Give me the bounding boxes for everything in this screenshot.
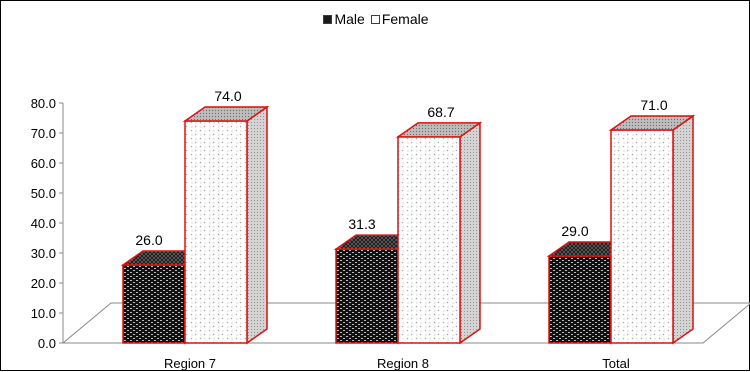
legend-swatch-female <box>370 14 380 24</box>
data-label-female: 68.7 <box>427 104 454 120</box>
legend-item-male: Male <box>323 11 365 27</box>
bar-female-top <box>395 122 483 138</box>
y-tick-label: 0.0 <box>38 336 56 351</box>
bar-male <box>122 264 186 344</box>
y-tick-label: 10.0 <box>31 306 56 321</box>
axis-layer: 0.0 10.0 20.0 30.0 40.0 50.0 60.0 70.0 80.0 <box>31 96 64 351</box>
data-label-male: 31.3 <box>348 216 375 232</box>
x-category-label: Region 8 <box>377 356 429 371</box>
y-tick-label: 30.0 <box>31 246 56 261</box>
legend-swatch-male <box>323 14 333 24</box>
bar-female <box>397 136 461 344</box>
y-tick-label: 20.0 <box>31 276 56 291</box>
bar-male <box>335 248 399 344</box>
bar-female <box>184 120 248 344</box>
legend-label-female: Female <box>381 11 429 27</box>
bar-female-side <box>672 114 694 345</box>
legend-item-female: Female <box>370 11 429 27</box>
bar-female-top <box>608 115 696 131</box>
data-label-female: 74.0 <box>214 88 241 104</box>
y-tick-label: 70.0 <box>31 126 56 141</box>
y-tick-label: 40.0 <box>31 216 56 231</box>
data-label-male: 29.0 <box>561 223 588 239</box>
x-category-label: Region 7 <box>164 356 216 371</box>
bar-female-side <box>246 105 268 345</box>
bars-layer <box>120 105 696 345</box>
bar-female <box>610 129 674 344</box>
legend-label-male: Male <box>334 11 365 27</box>
legend: Male Female <box>1 11 750 27</box>
bar-male <box>548 255 612 344</box>
x-category-label: Total <box>602 356 630 371</box>
data-label-male: 26.0 <box>135 232 162 248</box>
y-tick-label: 60.0 <box>31 156 56 171</box>
bar-female-top <box>182 106 270 122</box>
data-label-female: 71.0 <box>640 97 667 113</box>
bar-female-side <box>459 121 481 345</box>
y-tick-label: 50.0 <box>31 186 56 201</box>
labels-layer: 26.0 74.0 Region 7 31.3 68.7 Region 8 29.0 71.0… <box>135 88 667 371</box>
y-tick-label: 80.0 <box>31 96 56 111</box>
